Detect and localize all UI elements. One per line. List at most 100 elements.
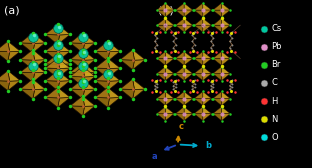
Polygon shape <box>70 62 85 73</box>
Polygon shape <box>33 33 45 43</box>
Text: Pb: Pb <box>271 42 282 51</box>
Polygon shape <box>213 114 222 121</box>
Polygon shape <box>95 51 110 61</box>
Polygon shape <box>203 3 212 10</box>
Polygon shape <box>58 58 70 69</box>
Polygon shape <box>108 51 120 61</box>
Polygon shape <box>175 58 184 66</box>
Polygon shape <box>70 66 85 77</box>
Polygon shape <box>157 51 165 58</box>
Polygon shape <box>184 67 193 74</box>
Polygon shape <box>175 10 184 17</box>
Polygon shape <box>184 107 193 114</box>
Polygon shape <box>83 96 95 106</box>
Polygon shape <box>0 71 10 81</box>
Polygon shape <box>165 51 174 58</box>
Polygon shape <box>70 33 85 43</box>
Polygon shape <box>108 81 120 91</box>
Polygon shape <box>165 18 174 25</box>
Polygon shape <box>95 71 110 81</box>
Polygon shape <box>175 74 184 81</box>
Polygon shape <box>133 50 145 60</box>
Polygon shape <box>108 41 120 52</box>
Polygon shape <box>165 98 174 106</box>
Polygon shape <box>45 54 60 64</box>
Polygon shape <box>58 87 70 98</box>
Polygon shape <box>45 51 60 61</box>
Polygon shape <box>184 10 193 17</box>
Text: Br: Br <box>271 60 281 69</box>
Polygon shape <box>70 50 85 60</box>
Text: a: a <box>151 152 157 161</box>
Polygon shape <box>33 72 45 82</box>
Polygon shape <box>222 114 230 121</box>
Polygon shape <box>194 92 203 98</box>
Polygon shape <box>58 71 70 81</box>
Polygon shape <box>157 98 165 106</box>
Polygon shape <box>70 43 85 53</box>
Polygon shape <box>108 68 120 78</box>
Polygon shape <box>83 76 95 87</box>
Polygon shape <box>222 98 230 106</box>
Polygon shape <box>184 98 193 106</box>
Polygon shape <box>58 41 70 52</box>
Polygon shape <box>184 114 193 121</box>
Polygon shape <box>83 50 95 60</box>
Polygon shape <box>222 67 230 74</box>
Polygon shape <box>213 10 222 17</box>
Polygon shape <box>70 89 85 99</box>
Polygon shape <box>33 89 45 99</box>
Polygon shape <box>95 87 110 98</box>
Polygon shape <box>0 41 10 52</box>
Polygon shape <box>45 97 60 108</box>
Polygon shape <box>20 89 35 99</box>
Polygon shape <box>203 58 212 66</box>
Polygon shape <box>58 51 70 61</box>
Polygon shape <box>222 58 230 66</box>
Polygon shape <box>120 60 134 70</box>
Polygon shape <box>194 98 203 106</box>
Polygon shape <box>33 60 45 70</box>
Polygon shape <box>194 107 203 114</box>
Polygon shape <box>213 25 222 32</box>
Polygon shape <box>45 81 60 91</box>
Polygon shape <box>45 34 60 45</box>
Polygon shape <box>0 51 10 61</box>
Polygon shape <box>175 98 184 106</box>
Polygon shape <box>203 74 212 81</box>
Polygon shape <box>20 43 35 53</box>
Polygon shape <box>213 58 222 66</box>
Polygon shape <box>33 79 45 90</box>
Polygon shape <box>157 58 165 66</box>
Polygon shape <box>184 58 193 66</box>
Polygon shape <box>165 114 174 121</box>
Polygon shape <box>133 60 145 70</box>
Polygon shape <box>194 74 203 81</box>
Text: N: N <box>271 115 278 124</box>
Polygon shape <box>95 41 110 52</box>
Polygon shape <box>203 114 212 121</box>
Polygon shape <box>70 72 85 82</box>
Polygon shape <box>83 79 95 90</box>
Polygon shape <box>45 87 60 98</box>
Polygon shape <box>213 74 222 81</box>
Text: (a): (a) <box>4 6 19 16</box>
Polygon shape <box>33 62 45 73</box>
Polygon shape <box>157 18 165 25</box>
Polygon shape <box>83 33 95 43</box>
Polygon shape <box>33 43 45 53</box>
Polygon shape <box>157 3 165 10</box>
Polygon shape <box>213 92 222 98</box>
Polygon shape <box>213 107 222 114</box>
Polygon shape <box>213 51 222 58</box>
Polygon shape <box>157 25 165 32</box>
Polygon shape <box>70 106 85 116</box>
Polygon shape <box>175 114 184 121</box>
Polygon shape <box>213 98 222 106</box>
Polygon shape <box>157 114 165 121</box>
Polygon shape <box>58 81 70 91</box>
Polygon shape <box>175 3 184 10</box>
Polygon shape <box>194 58 203 66</box>
Polygon shape <box>222 51 230 58</box>
Polygon shape <box>194 3 203 10</box>
